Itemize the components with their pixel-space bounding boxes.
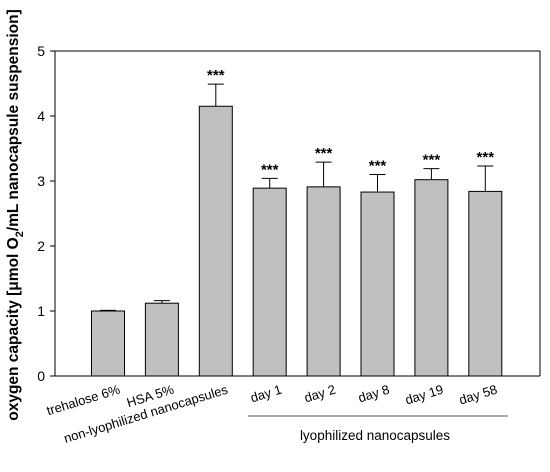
- significance-label: ***: [261, 161, 279, 178]
- significance-label: ***: [423, 152, 441, 169]
- y-tick-label: 4: [37, 108, 45, 124]
- bar: [144, 302, 179, 377]
- bar: [468, 190, 503, 377]
- bar: [414, 179, 449, 377]
- group-label: lyophilized nanocapsules: [300, 428, 450, 443]
- x-tick-label: day 1: [249, 382, 284, 406]
- y-tick-label: 3: [37, 173, 45, 189]
- x-tick-label: trehalose 6%: [45, 382, 122, 419]
- x-tick-label: day 58: [457, 382, 499, 408]
- bar: [306, 186, 341, 377]
- y-tick-label: 1: [37, 303, 45, 319]
- significance-label: ***: [315, 145, 333, 162]
- bar: [91, 310, 125, 377]
- significance-label: ***: [477, 149, 495, 166]
- x-tick-label: day 19: [403, 382, 445, 408]
- x-tick-label: day 2: [302, 382, 337, 406]
- y-tick-label: 2: [37, 238, 45, 254]
- axes: 0 1 2 3 4 5: [37, 43, 541, 384]
- significance-label: ***: [207, 67, 225, 84]
- y-axis-label: oxygen capacity [μmol O2/mL nanocapsule …: [5, 9, 26, 421]
- y-tick-label: 5: [37, 43, 45, 59]
- bar: [198, 105, 233, 377]
- bar: [252, 187, 287, 377]
- significance-label: ***: [369, 158, 387, 175]
- bar: [360, 191, 395, 377]
- bars: *** *** *** *** *** ***: [91, 67, 503, 377]
- y-tick-label: 0: [37, 368, 45, 384]
- x-tick-label: day 8: [356, 382, 391, 406]
